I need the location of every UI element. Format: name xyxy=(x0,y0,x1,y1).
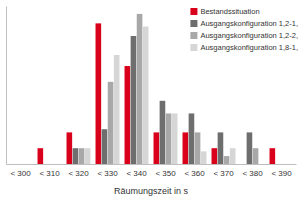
x-tick-label: < 300 xyxy=(10,169,31,178)
x-tick: < 350 xyxy=(155,164,176,178)
bar xyxy=(44,164,50,165)
legend-label: Ausgangskonfiguration 1,8-1, xyxy=(200,43,298,52)
bar xyxy=(137,14,143,164)
x-tick-label: < 380 xyxy=(242,169,263,178)
bar xyxy=(241,164,247,165)
bar xyxy=(218,132,224,164)
x-axis: < 300 < 310 < 320 < 330 < 340 < 350 < 360 < 370… xyxy=(7,164,297,178)
bar xyxy=(85,148,91,164)
bar xyxy=(195,132,201,164)
legend-label: Ausgangskonfiguration 1,2-2, xyxy=(200,31,298,40)
y-axis-line xyxy=(6,7,7,165)
x-tick: < 320 xyxy=(68,164,89,178)
chart-container: < 300 < 310 < 320 < 330 < 340 < 350 < 360 < 370… xyxy=(0,0,300,200)
bar xyxy=(15,164,21,165)
x-tick: < 340 xyxy=(126,164,147,178)
bar xyxy=(56,164,62,165)
x-axis-title: Räumungszeit in s xyxy=(114,186,189,196)
bar xyxy=(160,101,166,164)
bar xyxy=(189,113,195,164)
bar xyxy=(259,164,265,165)
x-tick-label: < 340 xyxy=(126,169,147,178)
x-tick: < 360 xyxy=(184,164,205,178)
bar xyxy=(73,148,79,164)
bar xyxy=(96,23,102,164)
bar xyxy=(38,148,44,164)
x-tick-label: < 330 xyxy=(97,169,118,178)
bar xyxy=(102,129,108,164)
x-tick: < 380 xyxy=(242,164,263,178)
bar xyxy=(27,164,33,165)
bar-series xyxy=(73,36,253,164)
bar xyxy=(114,55,120,164)
legend-item: Ausgangskonfiguration 1,2-1, xyxy=(190,19,298,28)
x-tick-label: < 350 xyxy=(155,169,176,178)
x-tick: < 390 xyxy=(271,164,292,178)
bar xyxy=(212,148,218,164)
x-tick: < 300 xyxy=(10,164,31,178)
bar xyxy=(253,148,259,164)
legend-label: Bestandssituation xyxy=(200,7,259,16)
bar xyxy=(172,113,178,164)
bar xyxy=(108,82,114,164)
bar xyxy=(21,164,27,165)
bar xyxy=(166,113,172,164)
bar xyxy=(224,156,230,164)
legend-swatch xyxy=(190,32,197,39)
legend-label: Ausgangskonfiguration 1,2-1, xyxy=(200,19,298,28)
legend-item: Bestandssituation xyxy=(190,7,259,16)
legend-item: Ausgangskonfiguration 1,8-1, xyxy=(190,43,298,52)
legend-swatch xyxy=(190,20,197,27)
bar xyxy=(288,164,294,165)
x-tick-label: < 370 xyxy=(213,169,234,178)
x-tick: < 330 xyxy=(97,164,118,178)
x-tick-label: < 310 xyxy=(39,169,60,178)
bar xyxy=(67,132,73,164)
chart-svg: < 300 < 310 < 320 < 330 < 340 < 350 < 360 < 370… xyxy=(0,0,300,200)
x-tick-label: < 390 xyxy=(271,169,292,178)
bar xyxy=(276,164,282,165)
bar xyxy=(183,132,189,164)
bar xyxy=(79,148,85,164)
bar xyxy=(125,66,131,164)
legend-swatch xyxy=(190,8,197,15)
bar xyxy=(282,164,288,165)
bar xyxy=(201,151,207,164)
bar xyxy=(131,36,137,164)
bar xyxy=(247,132,253,164)
bar xyxy=(270,148,276,164)
legend-swatch xyxy=(190,44,197,51)
y-axis xyxy=(6,7,7,165)
x-tick-label: < 360 xyxy=(184,169,205,178)
legend: Bestandssituation Ausgangskonfiguration 1… xyxy=(190,7,298,52)
x-tick: < 370 xyxy=(213,164,234,178)
bar xyxy=(9,164,15,165)
bar xyxy=(154,132,160,164)
bar xyxy=(143,27,149,164)
bar xyxy=(50,164,56,165)
x-tick-label: < 320 xyxy=(68,169,89,178)
bar xyxy=(230,148,236,164)
legend-item: Ausgangskonfiguration 1,2-2, xyxy=(190,31,298,40)
x-axis-line xyxy=(7,164,297,165)
x-tick: < 310 xyxy=(39,164,60,178)
